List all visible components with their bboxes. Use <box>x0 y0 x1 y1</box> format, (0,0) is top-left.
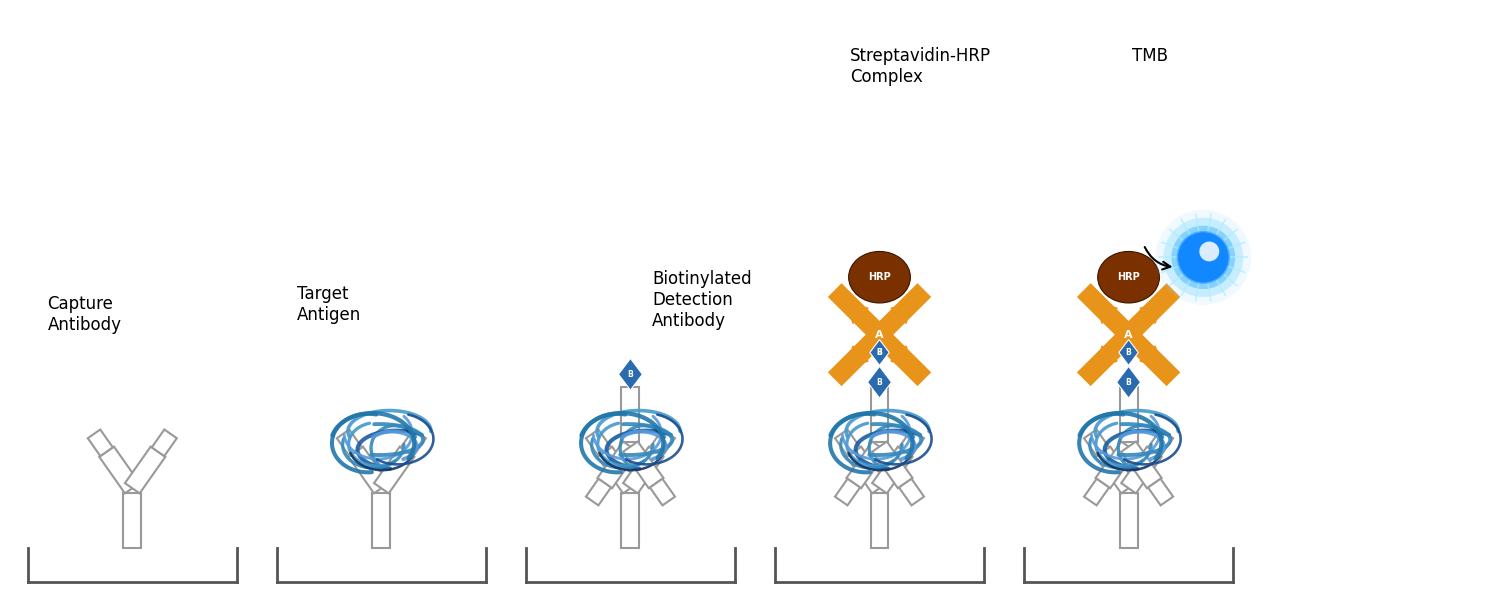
Polygon shape <box>99 446 140 493</box>
Polygon shape <box>898 479 924 505</box>
Polygon shape <box>1119 387 1137 442</box>
Polygon shape <box>1140 346 1161 366</box>
Polygon shape <box>846 442 886 488</box>
Text: Target
Antigen: Target Antigen <box>297 285 362 324</box>
Text: B: B <box>876 348 882 357</box>
Text: B: B <box>876 378 882 387</box>
Polygon shape <box>123 493 141 548</box>
Polygon shape <box>871 446 912 493</box>
Polygon shape <box>622 442 663 488</box>
Polygon shape <box>618 358 642 390</box>
Text: B: B <box>1125 378 1131 387</box>
Text: TMB: TMB <box>1131 47 1167 65</box>
Polygon shape <box>152 430 177 456</box>
Polygon shape <box>867 367 891 398</box>
Circle shape <box>1200 242 1219 262</box>
Ellipse shape <box>849 251 910 303</box>
Polygon shape <box>870 387 888 442</box>
Polygon shape <box>1120 446 1161 493</box>
Text: B: B <box>1125 348 1131 357</box>
Polygon shape <box>586 479 610 505</box>
Polygon shape <box>871 442 912 488</box>
Polygon shape <box>1148 430 1173 456</box>
Polygon shape <box>1096 346 1118 366</box>
Text: Biotinylated
Detection
Antibody: Biotinylated Detection Antibody <box>652 270 752 330</box>
Polygon shape <box>621 493 639 548</box>
Polygon shape <box>891 346 910 366</box>
Text: A: A <box>874 329 884 340</box>
Polygon shape <box>597 442 638 488</box>
Polygon shape <box>338 430 362 456</box>
Polygon shape <box>348 446 388 493</box>
Text: Capture
Antibody: Capture Antibody <box>48 295 122 334</box>
Circle shape <box>1155 210 1251 305</box>
Polygon shape <box>400 430 426 456</box>
Polygon shape <box>650 479 675 505</box>
Polygon shape <box>586 430 610 456</box>
Ellipse shape <box>1098 251 1160 303</box>
Polygon shape <box>898 430 924 456</box>
Text: HRP: HRP <box>1118 272 1140 282</box>
Circle shape <box>1178 232 1228 283</box>
Polygon shape <box>597 446 638 493</box>
Polygon shape <box>1119 493 1137 548</box>
Polygon shape <box>847 346 868 366</box>
Polygon shape <box>1095 442 1136 488</box>
Polygon shape <box>1084 430 1108 456</box>
Polygon shape <box>1084 479 1108 505</box>
Text: Streptavidin-HRP
Complex: Streptavidin-HRP Complex <box>849 47 992 86</box>
Polygon shape <box>836 430 860 456</box>
Polygon shape <box>870 493 888 548</box>
Polygon shape <box>870 340 889 365</box>
Polygon shape <box>124 446 165 493</box>
Polygon shape <box>1096 303 1118 323</box>
Polygon shape <box>891 303 910 323</box>
Text: A: A <box>1125 329 1132 340</box>
Polygon shape <box>621 387 639 442</box>
Polygon shape <box>1120 442 1161 488</box>
Polygon shape <box>1119 340 1138 365</box>
Circle shape <box>1172 226 1234 289</box>
Polygon shape <box>846 446 886 493</box>
Polygon shape <box>1140 303 1161 323</box>
Polygon shape <box>374 446 414 493</box>
Text: B: B <box>627 370 633 379</box>
Polygon shape <box>847 303 868 323</box>
Polygon shape <box>1148 479 1173 505</box>
Text: B: B <box>876 348 882 357</box>
Text: HRP: HRP <box>868 272 891 282</box>
Polygon shape <box>372 493 390 548</box>
Circle shape <box>1164 218 1244 297</box>
Polygon shape <box>650 430 675 456</box>
Polygon shape <box>88 430 112 456</box>
Polygon shape <box>622 446 663 493</box>
Polygon shape <box>836 479 860 505</box>
Polygon shape <box>1116 367 1140 398</box>
Polygon shape <box>1095 446 1136 493</box>
